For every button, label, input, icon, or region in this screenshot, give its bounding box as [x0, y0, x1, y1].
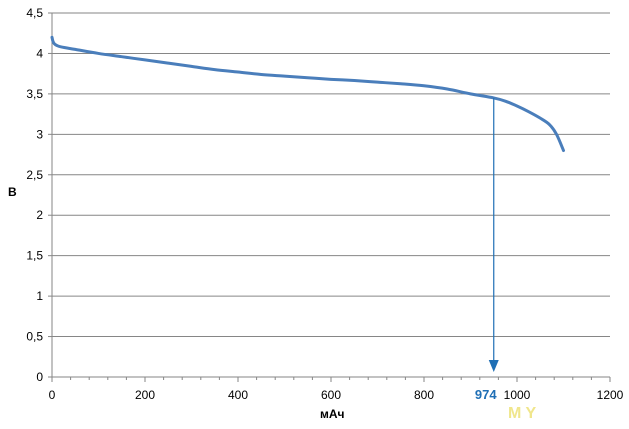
- y-tick-label: 3: [36, 127, 43, 141]
- x-tick-label: 200: [135, 388, 155, 402]
- y-tick-label: 1,5: [26, 249, 43, 263]
- x-tick-label: 1200: [597, 388, 624, 402]
- y-tick-label: 0: [36, 370, 43, 384]
- x-tick-labels: 0 200 400 600 800 1000 1200: [49, 388, 624, 402]
- y-tick-label: 4,5: [26, 6, 43, 20]
- y-axis-title: В: [8, 185, 17, 199]
- x-axis-title: мАч: [320, 407, 345, 421]
- x-tick-label: 800: [414, 388, 434, 402]
- y-tick-labels: 0 0,5 1 1,5 2 2,5 3 3,5 4 4,5: [26, 6, 43, 384]
- y-tick-label: 4: [36, 46, 43, 60]
- x-tick-label: 1000: [504, 388, 531, 402]
- y-tick-label: 0,5: [26, 330, 43, 344]
- series: [50, 35, 565, 153]
- watermark: M Y: [508, 405, 536, 422]
- series-line: [50, 35, 565, 153]
- annotation-arrow-head: [488, 360, 499, 372]
- axes: [48, 12, 611, 382]
- x-tick-label: 400: [228, 388, 248, 402]
- gridlines: [52, 12, 610, 338]
- x-tick-label: 600: [321, 388, 341, 402]
- y-tick-label: 2,5: [26, 168, 43, 182]
- annotation-label: 974: [475, 387, 497, 402]
- y-tick-label: 1: [36, 289, 43, 303]
- y-tick-label: 3,5: [26, 87, 43, 101]
- x-tick-label: 0: [49, 388, 56, 402]
- annotation: 974: [475, 97, 499, 402]
- y-tick-label: 2: [36, 208, 43, 222]
